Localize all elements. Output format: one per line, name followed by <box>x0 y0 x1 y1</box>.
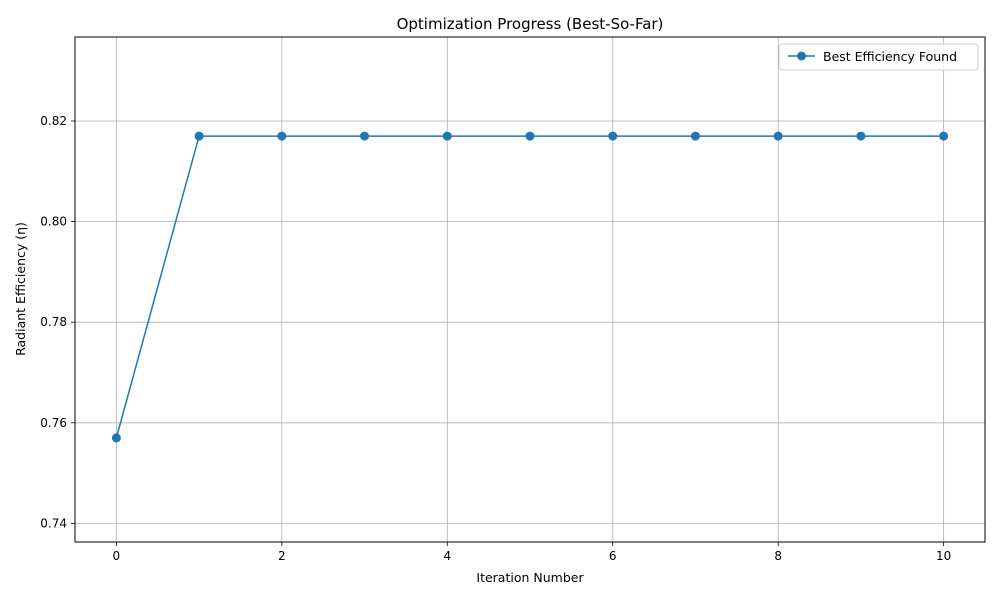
x-tick-label: 4 <box>443 549 451 563</box>
legend: Best Efficiency Found <box>778 43 979 71</box>
data-point <box>525 131 535 141</box>
plot-frame <box>74 36 986 543</box>
grid <box>75 37 985 542</box>
y-tick-label: 0.78 <box>40 315 67 329</box>
y-tick-label: 0.76 <box>40 416 67 430</box>
y-tick-label: 0.74 <box>40 516 67 530</box>
data-point <box>277 131 287 141</box>
legend-box <box>778 43 979 71</box>
x-tick-label: 6 <box>609 549 617 563</box>
legend-marker <box>797 51 806 61</box>
x-axis-label: Iteration Number <box>476 570 584 585</box>
y-tick-label: 0.82 <box>40 114 67 128</box>
y-ticks: 0.74 0.76 0.78 0.80 0.82 <box>40 114 75 530</box>
y-tick-label: 0.80 <box>40 215 67 229</box>
series-line <box>115 135 944 439</box>
x-tick-label: 0 <box>113 549 121 563</box>
data-point <box>194 131 204 141</box>
y-axis-label: Radiant Efficiency (η) <box>13 222 28 356</box>
data-point <box>442 131 452 141</box>
x-tick-label: 10 <box>936 549 951 563</box>
data-point <box>111 433 121 443</box>
x-tick-label: 2 <box>278 549 286 563</box>
chart-title: Optimization Progress (Best-So-Far) <box>397 15 664 33</box>
data-point <box>690 131 700 141</box>
legend-label: Best Efficiency Found <box>823 49 957 64</box>
x-tick-label: 8 <box>774 549 782 563</box>
data-point <box>773 131 783 141</box>
x-ticks: 0 2 4 6 8 10 <box>113 542 951 563</box>
data-point <box>939 131 949 141</box>
data-point <box>856 131 866 141</box>
data-point <box>360 131 370 141</box>
data-point <box>608 131 618 141</box>
series-layer <box>111 131 949 443</box>
